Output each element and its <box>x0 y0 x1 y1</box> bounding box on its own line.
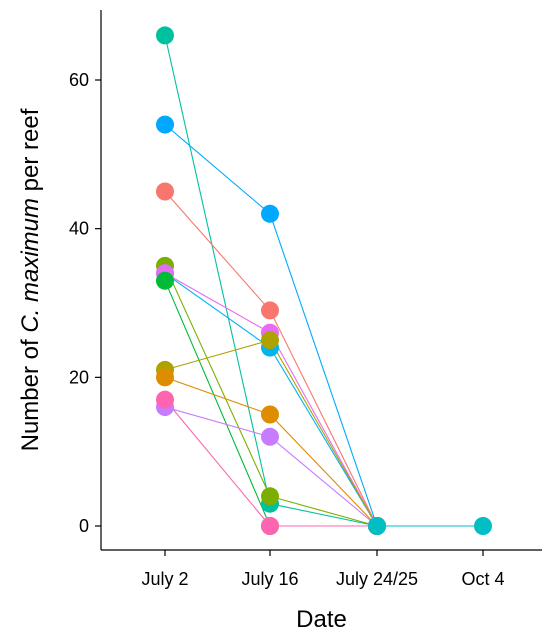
data-point <box>261 487 279 506</box>
y-tick-label: 40 <box>69 219 89 239</box>
series-line-segment <box>164 272 271 334</box>
data-point <box>261 405 279 424</box>
series-line-segment <box>164 124 271 215</box>
data-point <box>156 115 174 134</box>
series-line-segment <box>269 339 378 527</box>
series-line-segment <box>164 280 271 527</box>
series-line-segment <box>164 406 271 438</box>
x-tick-label: July 2 <box>141 569 188 589</box>
x-axis-title: Date <box>296 606 347 631</box>
y-axis-title: Number of C. maximum per reef <box>17 108 44 451</box>
series-line-segment <box>269 332 378 527</box>
series-line-segment <box>164 191 271 311</box>
x-tick-label: July 24/25 <box>336 569 418 589</box>
y-tick-label: 20 <box>69 367 89 387</box>
data-point <box>261 517 279 535</box>
data-point <box>156 182 174 201</box>
data-point <box>261 331 279 350</box>
series-lines <box>164 35 483 527</box>
series-line-segment <box>269 436 378 527</box>
series-line-segment <box>269 347 378 527</box>
series-line-segment <box>164 376 271 416</box>
series-line-segment <box>269 495 378 527</box>
data-point <box>156 368 174 387</box>
data-point <box>156 271 174 290</box>
series-line-segment <box>269 503 378 527</box>
data-point <box>261 427 279 446</box>
data-point <box>156 390 174 409</box>
y-tick-label: 0 <box>79 516 89 536</box>
series-points <box>156 26 492 535</box>
series-line-segment <box>164 339 271 371</box>
series-line-segment <box>269 310 378 527</box>
series-line-segment <box>164 272 271 349</box>
series-line-segment <box>269 414 378 527</box>
series-line-segment <box>164 399 271 527</box>
data-point <box>156 26 174 45</box>
x-tick-label: July 16 <box>241 569 298 589</box>
series-line-segment <box>164 265 271 497</box>
data-point <box>474 517 492 535</box>
data-point <box>261 204 279 223</box>
y-tick-label: 60 <box>69 70 89 90</box>
series-line-segment <box>269 213 378 527</box>
data-point <box>368 517 386 535</box>
series-line-segment <box>164 35 271 504</box>
x-tick-label: Oct 4 <box>461 569 504 589</box>
axis-labels: 0 20 40 60 July 2 July 16 July 24/25 Oct 4 Date N… <box>17 70 505 631</box>
axes <box>95 10 542 556</box>
data-point <box>261 301 279 320</box>
